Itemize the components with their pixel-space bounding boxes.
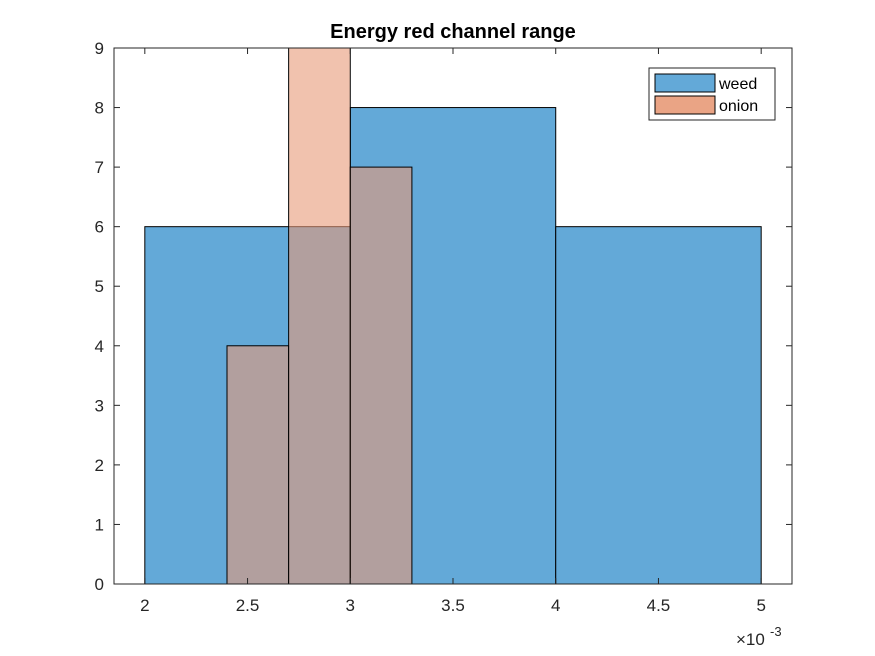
bar-weed-2 — [555, 226, 762, 585]
x-tick-label: 3.5 — [441, 596, 465, 615]
x-axis-exponent: ×10 -3 — [736, 624, 782, 649]
legend-label-onion: onion — [719, 98, 758, 115]
y-tick-label: 6 — [95, 218, 104, 237]
x-tick-label: 4.5 — [647, 596, 671, 615]
y-tick-label: 1 — [95, 515, 104, 534]
x-tick-label: 2.5 — [236, 596, 260, 615]
bars-layer — [144, 47, 762, 585]
y-tick-label: 5 — [95, 277, 104, 296]
x-tick-label: 2 — [140, 596, 149, 615]
y-tick-label: 8 — [95, 99, 104, 118]
y-tick-label: 4 — [95, 337, 104, 356]
legend-swatch-weed — [654, 73, 716, 93]
chart-title: Energy red channel range — [330, 21, 576, 43]
x-exponent-power: -3 — [770, 624, 782, 639]
x-tick-label: 5 — [756, 596, 765, 615]
legend: weed onion — [648, 67, 776, 121]
y-tick-label: 7 — [95, 158, 104, 177]
x-tick-label: 4 — [551, 596, 560, 615]
legend-label-weed: weed — [718, 76, 757, 93]
legend-swatch-onion — [654, 95, 716, 115]
axes-layer: 2 2.5 3 3.5 4 4.5 5 0 1 2 3 4 5 6 7 8 9 — [95, 39, 793, 615]
bar-onion-1 — [288, 47, 351, 585]
y-tick-label: 0 — [95, 575, 104, 594]
y-tick-label: 9 — [95, 39, 104, 58]
y-tick-label: 2 — [95, 456, 104, 475]
bar-onion-0 — [226, 345, 290, 585]
y-tick-label: 3 — [95, 396, 104, 415]
bar-onion-2 — [349, 166, 413, 585]
x-tick-label: 3 — [346, 596, 355, 615]
x-exponent-base: ×10 — [736, 630, 765, 649]
